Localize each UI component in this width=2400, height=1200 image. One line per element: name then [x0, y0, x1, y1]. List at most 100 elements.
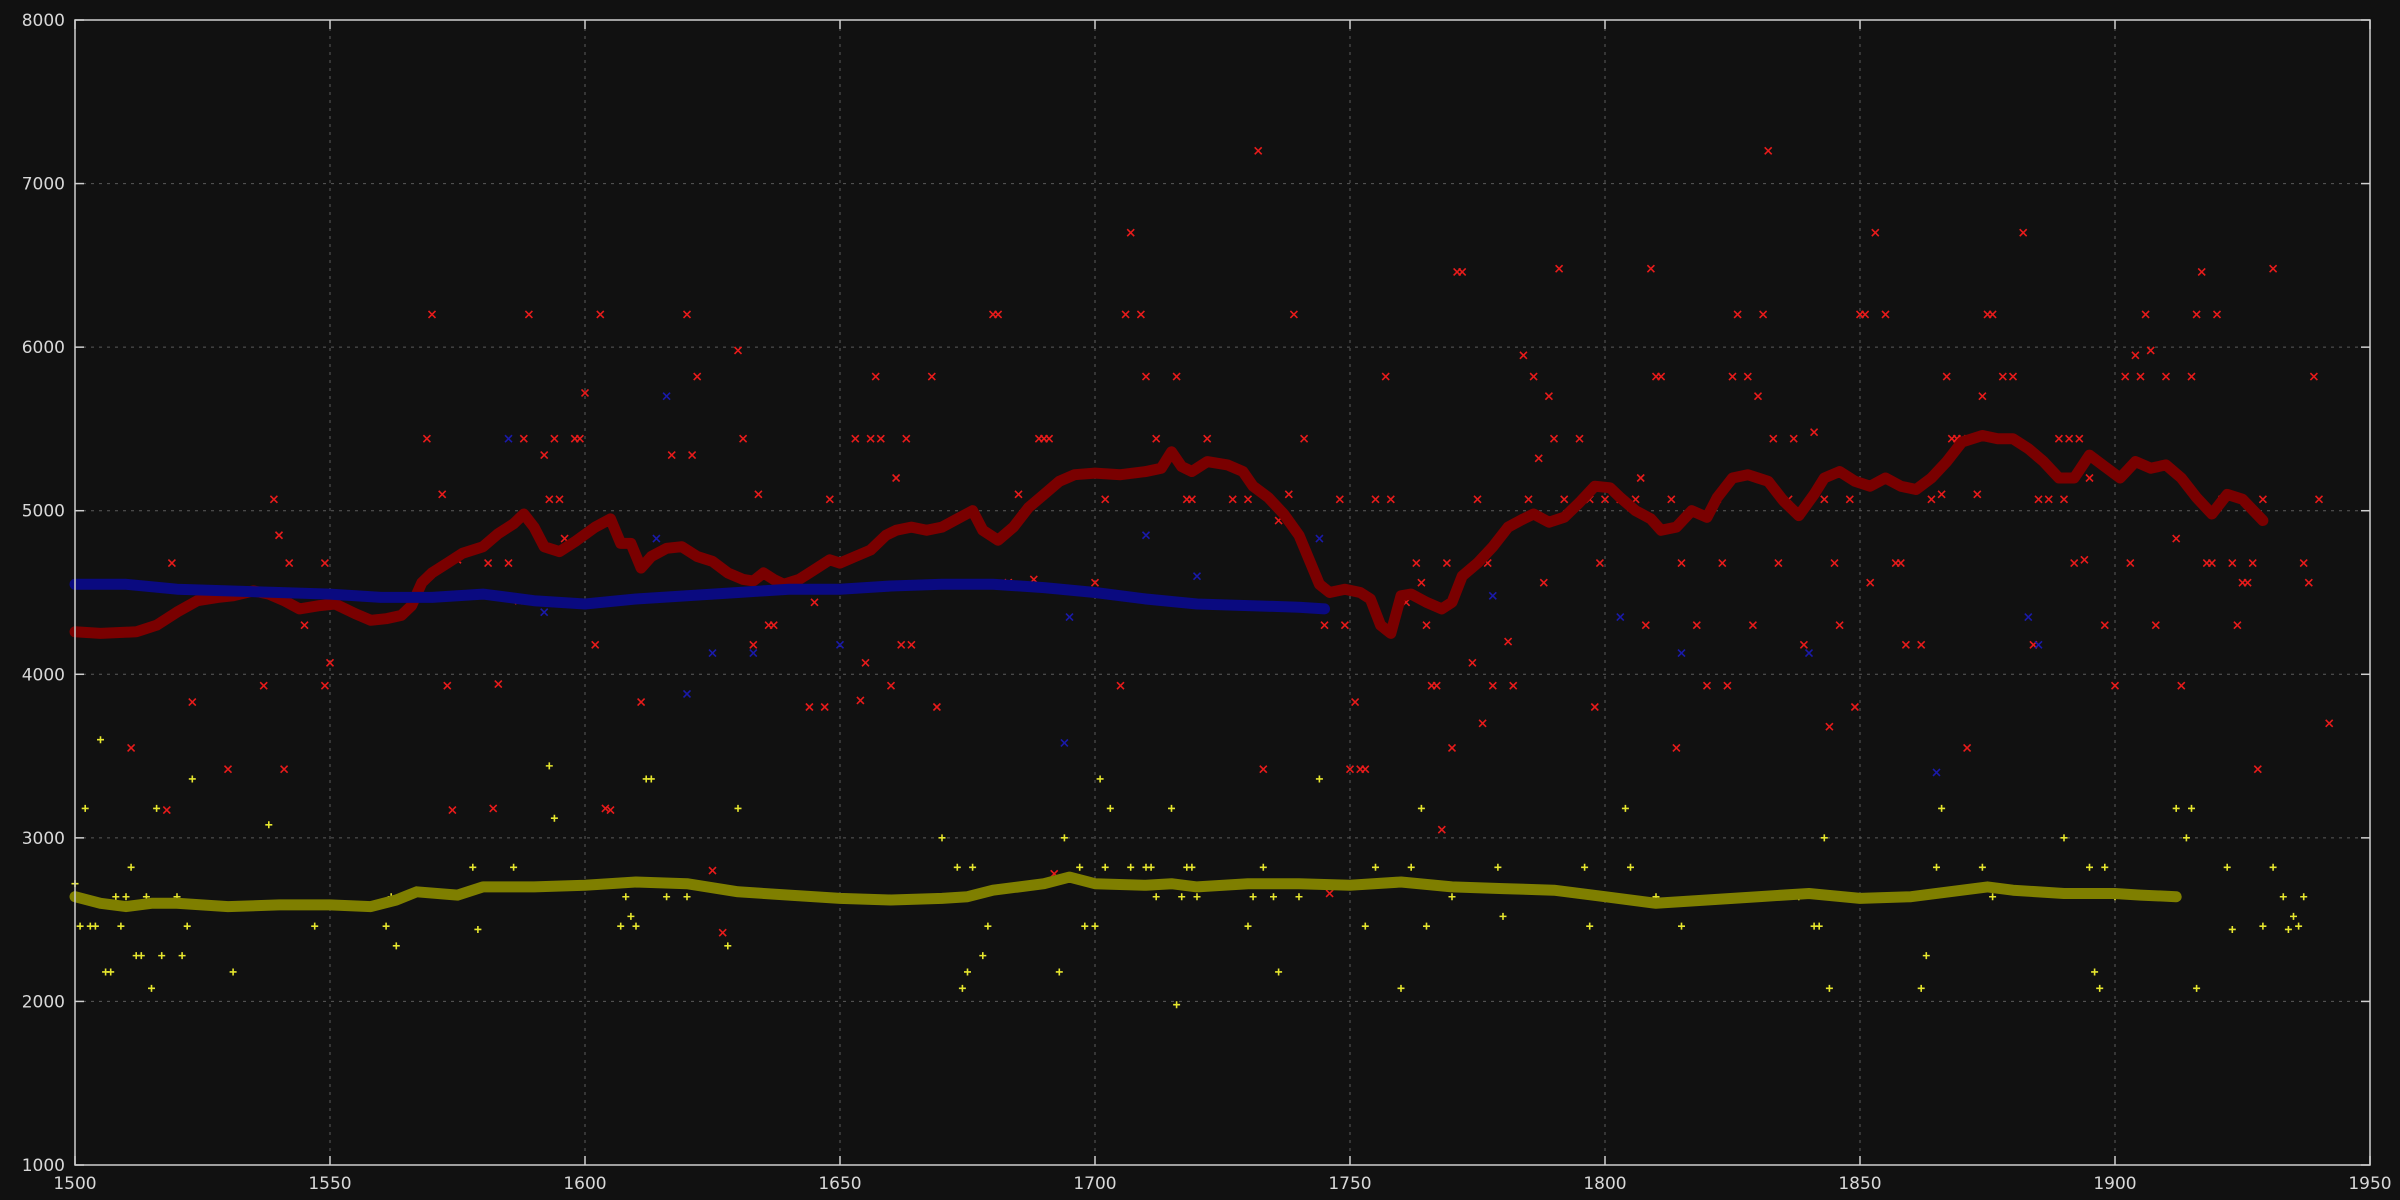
data-point: [1657, 372, 1666, 381]
scatter-series-1: [127, 146, 2334, 937]
data-point: [2284, 925, 2292, 933]
x-tick-label: 1750: [1328, 1174, 1371, 1194]
data-point: [1881, 310, 1890, 319]
data-point: [1168, 804, 1175, 812]
data-point: [2172, 534, 2181, 543]
data-point: [1417, 578, 1426, 587]
data-point: [1325, 889, 1334, 898]
data-point: [1789, 434, 1798, 443]
y-tick-label: 5000: [22, 502, 65, 522]
data-point: [979, 952, 987, 960]
data-point: [469, 863, 477, 871]
data-point: [1228, 495, 1237, 504]
data-point: [1595, 558, 1604, 568]
data-point: [969, 863, 977, 871]
data-point: [2100, 621, 2109, 630]
data-point: [1677, 648, 1686, 658]
data-point: [1371, 495, 1380, 504]
data-point: [1621, 804, 1629, 812]
data-point: [907, 640, 916, 649]
data-point: [137, 952, 145, 960]
data-point: [892, 473, 901, 483]
data-point: [1978, 863, 1986, 871]
data-point: [1973, 490, 1982, 499]
y-tick-label: 2000: [22, 992, 65, 1012]
data-point: [647, 775, 655, 783]
data-point: [1060, 738, 1069, 748]
data-point: [1284, 490, 1293, 499]
data-point: [1270, 893, 1277, 901]
data-point: [1917, 984, 1925, 992]
data-point: [427, 310, 437, 319]
data-point: [122, 893, 130, 901]
data-point: [1381, 372, 1390, 381]
data-point: [1065, 612, 1074, 622]
data-point: [682, 310, 692, 319]
data-point: [1728, 372, 1737, 381]
data-point: [1437, 825, 1446, 834]
data-point: [876, 434, 885, 443]
x-tick-label: 1600: [563, 1174, 606, 1194]
data-point: [663, 893, 671, 901]
data-point: [1938, 804, 1946, 812]
x-tick-label: 1800: [1583, 1174, 1626, 1194]
data-point: [1937, 490, 1946, 499]
data-point: [555, 495, 564, 504]
y-tick-label: 6000: [22, 338, 65, 358]
data-point: [1141, 531, 1151, 540]
data-point: [2279, 893, 2287, 901]
data-point: [1096, 775, 1104, 783]
data-point: [392, 942, 400, 950]
series-line-2: [69, 578, 1330, 615]
data-point: [1861, 310, 1870, 319]
data-point: [1045, 434, 1054, 443]
data-point: [1942, 372, 1951, 381]
data-point: [1804, 648, 1814, 658]
data-point: [158, 952, 166, 960]
data-point: [422, 434, 431, 443]
data-point: [2177, 681, 2186, 690]
data-point: [1499, 912, 1507, 920]
y-tick-label: 4000: [22, 665, 65, 685]
data-point: [1627, 863, 1634, 871]
data-point: [984, 922, 992, 930]
data-point: [1417, 804, 1425, 812]
data-point: [835, 640, 845, 649]
data-point: [2325, 719, 2334, 728]
data-point: [1172, 372, 1181, 381]
data-point: [1636, 473, 1645, 483]
data-point: [1259, 863, 1267, 871]
data-point: [1090, 578, 1100, 587]
data-point: [2228, 558, 2237, 568]
data-point: [2146, 346, 2155, 355]
data-point: [1432, 681, 1441, 690]
data-point: [91, 922, 99, 930]
data-point: [325, 658, 335, 667]
data-point: [484, 558, 493, 568]
data-point: [1988, 310, 1997, 319]
data-point: [2300, 893, 2308, 901]
data-point: [1764, 146, 1773, 155]
data-point: [1188, 863, 1196, 871]
data-point: [540, 608, 549, 617]
data-point: [2248, 558, 2257, 568]
data-point: [494, 680, 503, 689]
data-point: [1060, 834, 1068, 842]
data-point: [265, 821, 273, 829]
data-point: [1152, 434, 1161, 443]
data-point: [1372, 863, 1379, 871]
data-point: [2299, 558, 2308, 568]
data-point: [1187, 495, 1196, 504]
series-layer: [69, 146, 2334, 1009]
data-point: [1519, 351, 1528, 360]
x-tick-label: 1850: [1838, 1174, 1881, 1194]
data-point: [127, 863, 135, 871]
data-point: [1335, 495, 1344, 504]
data-point: [2121, 372, 2130, 381]
data-point: [489, 804, 498, 813]
data-point: [1203, 434, 1212, 443]
data-point: [1678, 922, 1685, 930]
y-tick-label: 1000: [22, 1156, 65, 1176]
data-point: [861, 658, 870, 667]
data-point: [1820, 834, 1828, 842]
